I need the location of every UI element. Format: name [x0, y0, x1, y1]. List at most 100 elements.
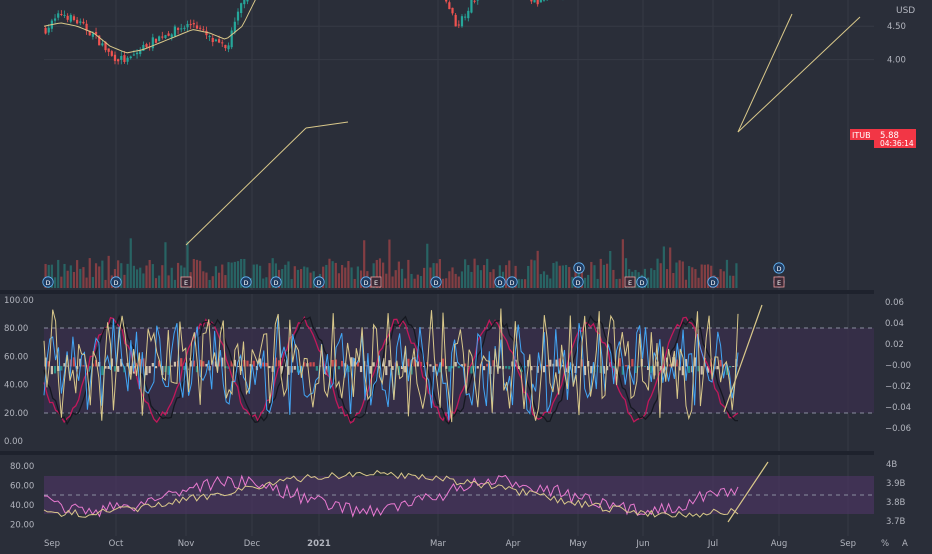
- volume-bar: [653, 270, 655, 288]
- volume-bar: [395, 270, 397, 288]
- candle-body: [464, 17, 466, 18]
- time-axis-label: Nov: [178, 539, 195, 549]
- volume-bar: [215, 266, 217, 288]
- volume-bar: [663, 246, 665, 288]
- volume-bar: [357, 266, 359, 288]
- volume-bar: [543, 271, 545, 288]
- oscillator-bar: [625, 365, 627, 366]
- oscillator-left-label: 60.00: [4, 352, 28, 362]
- volume-bar: [726, 260, 728, 288]
- volume-bar: [527, 266, 529, 288]
- oscillator-bar: [442, 359, 444, 367]
- oscillator-bar: [149, 366, 151, 373]
- volume-bar: [98, 266, 100, 288]
- oscillator-bar: [316, 366, 318, 371]
- volume-bar: [309, 273, 311, 288]
- volume-bar: [448, 271, 450, 288]
- volume-bar: [442, 279, 444, 288]
- volume-bar: [609, 251, 611, 288]
- dividend-marker-label: D: [639, 279, 644, 287]
- volume-bar: [259, 266, 261, 288]
- time-axis-area[interactable]: [0, 536, 932, 550]
- volume-bar: [76, 260, 78, 288]
- volume-bar: [675, 263, 677, 288]
- time-axis-label: Aug: [771, 539, 788, 549]
- volume-bar: [559, 266, 561, 288]
- symbol-label: ITUB: [852, 131, 871, 140]
- panel-separator-2[interactable]: [0, 451, 932, 455]
- volume-bar: [196, 260, 198, 288]
- oscillator-right-label: 0.04: [885, 319, 904, 329]
- volume-bar: [177, 263, 179, 288]
- oscillator-bar: [486, 364, 488, 367]
- upcoming-marker-label: E: [777, 279, 781, 287]
- candle-body: [76, 20, 78, 24]
- oscillator-right-label: 0.02: [885, 340, 904, 350]
- volume-bar: [401, 269, 403, 288]
- candle-body: [136, 53, 138, 55]
- auto-scale-button[interactable]: A: [902, 539, 908, 549]
- volume-bar: [332, 261, 334, 288]
- candle-body: [126, 58, 128, 62]
- oscillator-bar: [171, 366, 173, 367]
- oscillator-bar: [82, 365, 84, 366]
- candle-body: [152, 37, 154, 48]
- oscillator-bar: [631, 359, 633, 367]
- volume-bar: [347, 261, 349, 288]
- volume-bar: [325, 265, 327, 288]
- volume-bar: [262, 279, 264, 288]
- volume-bar: [287, 261, 289, 288]
- oscillator-bar: [455, 362, 457, 367]
- candle-body: [130, 57, 132, 59]
- volume-bar: [464, 259, 466, 288]
- volume-bar: [483, 265, 485, 288]
- volume-bar: [455, 274, 457, 288]
- candle-body: [451, 8, 453, 14]
- dividend-marker-label: D: [509, 279, 514, 287]
- candle-body: [82, 22, 84, 24]
- volume-bar: [562, 265, 564, 288]
- oscillator-bar: [268, 366, 270, 368]
- candle-body: [237, 12, 239, 21]
- volume-bar: [660, 263, 662, 288]
- volume-bar: [92, 277, 94, 288]
- volume-bar: [224, 275, 226, 288]
- percent-scale-button[interactable]: %: [881, 539, 889, 549]
- panel-separator-1[interactable]: [0, 290, 932, 294]
- oscillator-right-label: 0.06: [885, 298, 904, 308]
- volume-bar: [537, 251, 539, 288]
- candle-body: [183, 28, 185, 29]
- candle-body: [158, 36, 160, 41]
- volume-bar: [63, 264, 65, 288]
- candle-body: [101, 43, 103, 45]
- candle-body: [458, 24, 460, 25]
- volume-bar: [704, 265, 706, 288]
- volume-bar: [694, 269, 696, 288]
- volume-bar: [470, 272, 472, 288]
- candle-body: [120, 56, 122, 60]
- volume-bar: [492, 269, 494, 288]
- volume-bar: [679, 260, 681, 288]
- volume-bar: [133, 266, 135, 288]
- volume-bar: [67, 271, 69, 288]
- candle-body: [73, 16, 75, 20]
- volume-bar: [82, 267, 84, 288]
- volume-bar: [584, 278, 586, 288]
- time-axis-label: Jul: [707, 539, 718, 549]
- price-axis-area[interactable]: [874, 0, 932, 550]
- volume-bar: [458, 277, 460, 288]
- candle-body: [60, 14, 62, 15]
- candle-body: [177, 28, 179, 30]
- volume-bar: [130, 238, 132, 288]
- oscillator-bar: [253, 361, 255, 367]
- volume-bar: [303, 266, 305, 288]
- volume-bar: [451, 267, 453, 288]
- candle-body: [477, 0, 479, 1]
- volume-bar: [136, 269, 138, 288]
- candle-body: [461, 16, 463, 26]
- volume-bar: [227, 262, 229, 288]
- volume-bar: [199, 261, 201, 288]
- volume-bar: [158, 276, 160, 288]
